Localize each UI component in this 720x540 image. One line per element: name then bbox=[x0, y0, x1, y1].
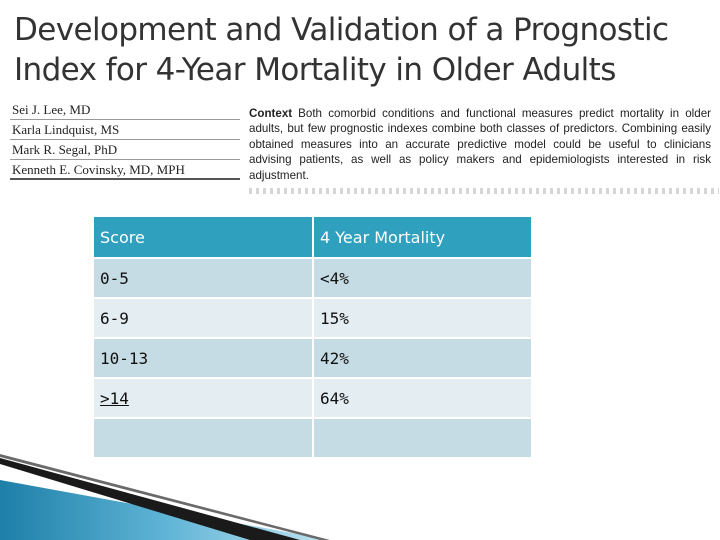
table-row bbox=[92, 417, 533, 459]
mortality-cell: 64% bbox=[312, 377, 533, 419]
header-mortality: 4 Year Mortality bbox=[312, 215, 533, 259]
score-cell: 10-13 bbox=[92, 337, 314, 379]
author-item: Sei J. Lee, MD bbox=[10, 100, 240, 120]
header-score: Score bbox=[92, 215, 314, 259]
score-cell: 0-5 bbox=[92, 257, 314, 299]
mortality-cell: 42% bbox=[312, 337, 533, 379]
context-abstract: Context Both comorbid conditions and func… bbox=[249, 106, 711, 190]
mortality-cell bbox=[312, 417, 533, 459]
table-row: 6-9 15% bbox=[92, 297, 533, 339]
mortality-cell: 15% bbox=[312, 297, 533, 339]
score-cell: 6-9 bbox=[92, 297, 314, 339]
context-label: Context bbox=[249, 107, 293, 120]
author-list: Sei J. Lee, MD Karla Lindquist, MS Mark … bbox=[10, 100, 240, 180]
score-cell bbox=[92, 417, 314, 459]
table-row: 0-5 <4% bbox=[92, 257, 533, 299]
context-text: Both comorbid conditions and functional … bbox=[249, 107, 711, 182]
gray-swoosh-line bbox=[0, 454, 330, 540]
cropped-text-edge bbox=[249, 188, 719, 194]
author-item: Mark R. Segal, PhD bbox=[10, 140, 240, 160]
mortality-cell: <4% bbox=[312, 257, 533, 299]
table-header-row: Score 4 Year Mortality bbox=[92, 215, 533, 259]
black-swoosh-shape bbox=[0, 458, 300, 540]
table-row: 10-13 42% bbox=[92, 337, 533, 379]
article-title: Development and Validation of a Prognost… bbox=[14, 12, 669, 88]
mortality-table: Score 4 Year Mortality 0-5 <4% 6-9 15% 1… bbox=[92, 215, 533, 459]
decorative-swoosh bbox=[0, 454, 330, 540]
author-item: Karla Lindquist, MS bbox=[10, 120, 240, 140]
table-row: >14 64% bbox=[92, 377, 533, 419]
author-item: Kenneth E. Covinsky, MD, MPH bbox=[10, 160, 240, 180]
score-cell: >14 bbox=[92, 377, 314, 419]
